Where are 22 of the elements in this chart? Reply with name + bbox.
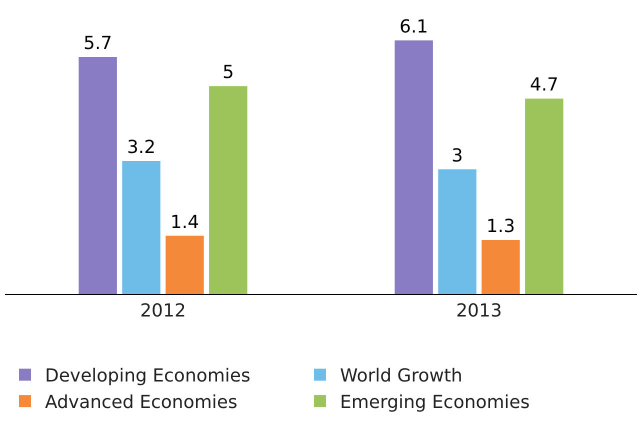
bar [166,236,204,294]
bar [78,57,117,294]
legend-label: Emerging Economies [340,392,530,414]
legend-label: World Growth [340,366,462,387]
legend-label: Developing Economies [45,366,250,387]
data-label: 1.4 [170,212,200,233]
legend-label: Advanced Economies [45,392,238,414]
x-tick-label: 2013 [456,300,502,322]
data-label: 3 [452,145,463,166]
data-label: 6.1 [400,16,428,38]
data-label: 4.7 [530,74,558,96]
bar [394,40,433,294]
data-label: 5 [222,62,234,84]
x-tick-label: 2012 [140,300,186,322]
bar [438,169,476,294]
data-label: 3.2 [126,136,156,158]
bar [209,86,248,294]
data-label: 5.7 [84,33,112,54]
data-label: 1.3 [486,216,516,237]
bar [525,98,564,294]
bar [122,160,160,294]
bar [482,240,520,294]
